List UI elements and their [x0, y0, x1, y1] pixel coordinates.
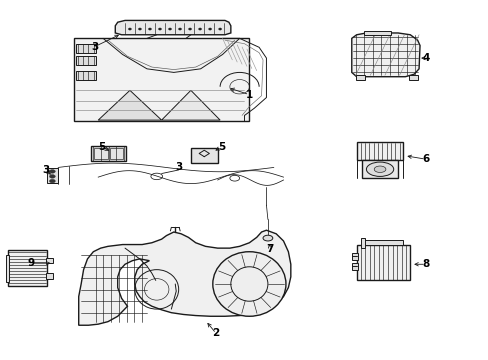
Bar [110, 148, 122, 159]
Ellipse shape [198, 28, 201, 30]
Text: 3: 3 [42, 165, 49, 175]
Polygon shape [74, 39, 249, 121]
Polygon shape [79, 230, 290, 325]
Bar [363, 31, 390, 35]
Text: 6: 6 [422, 154, 428, 164]
Bar [8, 250, 47, 286]
Text: 3: 3 [91, 42, 98, 51]
Text: 8: 8 [422, 259, 428, 269]
Polygon shape [161, 90, 220, 120]
Ellipse shape [188, 28, 191, 30]
Text: 4: 4 [421, 53, 428, 63]
Ellipse shape [138, 28, 141, 30]
Bar [76, 44, 96, 53]
Ellipse shape [49, 170, 55, 173]
Ellipse shape [366, 162, 393, 176]
Bar [361, 160, 397, 178]
Text: 5: 5 [98, 142, 105, 152]
Ellipse shape [148, 28, 151, 30]
Text: 2: 2 [212, 328, 220, 338]
Bar [76, 56, 96, 65]
Bar [91, 146, 126, 161]
Bar [47, 168, 58, 183]
Ellipse shape [263, 235, 272, 241]
Bar [408, 75, 417, 80]
Polygon shape [351, 33, 419, 77]
Ellipse shape [158, 28, 161, 30]
Bar [356, 244, 409, 280]
Ellipse shape [178, 28, 181, 30]
Ellipse shape [218, 28, 221, 30]
Bar [360, 238, 365, 248]
Text: 7: 7 [266, 244, 273, 254]
Bar [94, 148, 108, 159]
Bar [355, 75, 365, 80]
Text: 1: 1 [245, 90, 252, 100]
Polygon shape [115, 21, 230, 35]
Bar [5, 255, 9, 282]
Text: 9: 9 [28, 258, 35, 268]
Bar [46, 273, 53, 279]
Text: 3: 3 [175, 162, 182, 172]
Ellipse shape [373, 166, 385, 172]
Ellipse shape [49, 175, 55, 178]
Ellipse shape [168, 28, 171, 30]
Ellipse shape [128, 28, 131, 30]
Ellipse shape [212, 252, 285, 316]
Bar [46, 258, 53, 263]
Text: 5: 5 [218, 142, 225, 152]
Bar [363, 240, 402, 245]
Ellipse shape [49, 179, 55, 183]
Bar [190, 148, 217, 163]
Bar [351, 253, 357, 260]
Ellipse shape [208, 28, 211, 30]
Bar [76, 71, 96, 80]
Bar [351, 263, 357, 270]
Polygon shape [98, 90, 161, 120]
Bar [356, 142, 402, 160]
